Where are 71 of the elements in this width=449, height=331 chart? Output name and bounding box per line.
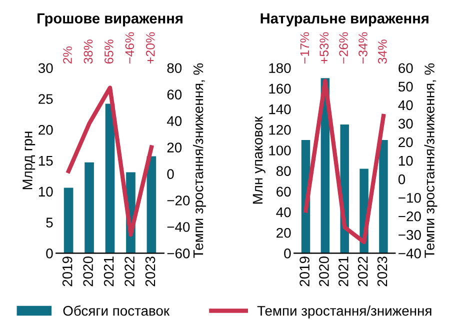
y-tick-label: 60 (276, 186, 291, 197)
y-tick-label: 0 (46, 248, 53, 258)
x-tick-label: 2021 (338, 256, 348, 286)
y2-tick-label: 0 (398, 174, 406, 184)
text: −17% (300, 32, 310, 64)
y-tick-label: 20 (38, 124, 53, 135)
chart-title: Натуральне вираження (260, 13, 428, 26)
text: 38% (84, 40, 93, 64)
y-tick-label: 15 (38, 156, 53, 166)
y2-tick-label: −60 (167, 248, 190, 258)
x-tick-label: 2019 (300, 256, 310, 286)
y-tick-label: 80 (276, 166, 291, 176)
x-tick-label: 2023 (377, 256, 388, 286)
text: +53% (320, 32, 329, 64)
y-tick-label: 25 (38, 94, 53, 104)
y-axis-title: Млн упаковок (252, 116, 266, 204)
y2-tick-label: −20 (398, 211, 421, 222)
y2-tick-label: 60 (167, 90, 182, 100)
y2-tick-label: −40 (167, 222, 190, 232)
y-tick-label: 30 (38, 63, 53, 74)
y-tick-label: 160 (269, 84, 291, 94)
y-tick-label: 20 (276, 228, 291, 238)
y2-tick-label: 40 (166, 116, 182, 126)
line-series (304, 78, 386, 244)
y2-tick-label: 30 (398, 118, 413, 129)
chart-title: Грошове вираження (38, 13, 182, 26)
x-tick-label: 2022 (124, 256, 134, 286)
y2-tick-label: 80 (167, 63, 182, 74)
text: +20% (146, 32, 155, 64)
y2-tick-label: −20 (167, 196, 190, 206)
y-tick-label: 0 (284, 248, 291, 258)
y2-tick-label: 40 (398, 100, 413, 110)
y-tick-label: 120 (269, 124, 291, 135)
text: −34% (358, 32, 368, 64)
text: −26% (339, 32, 348, 64)
bar (105, 104, 115, 254)
y2-tick-label: −30 (398, 230, 421, 240)
bar (64, 188, 74, 254)
y-tick-label: 100 (269, 146, 291, 156)
legend-label: Темпи зростання/зниження (257, 306, 432, 318)
text: 34% (378, 40, 387, 64)
x-tick-label: 2019 (62, 256, 72, 286)
y2-tick-label: 0 (167, 169, 174, 179)
x-tick-label: 2023 (145, 256, 156, 286)
y-tick-label: 180 (269, 63, 291, 74)
y2-tick-label: 60 (398, 63, 413, 74)
x-tick-label: 2021 (104, 256, 114, 286)
y-tick-label: 5 (46, 218, 53, 228)
y-tick-label: 10 (38, 186, 53, 197)
x-tick-label: 2022 (358, 256, 368, 286)
text: −46% (125, 32, 134, 64)
y-tick-label: 40 (276, 207, 291, 218)
x-tick-label: 2020 (319, 256, 329, 286)
y2-tick-label: −10 (398, 192, 421, 203)
text: 2% (63, 46, 72, 64)
bar (84, 162, 94, 254)
y2-tick-label: 20 (398, 137, 413, 148)
bar (146, 156, 156, 254)
legend-label: Обсяги поставок (63, 305, 170, 316)
y2-axis-title: Темпи зростання/зниження, % (424, 63, 438, 258)
line-series (66, 86, 154, 237)
text: 65% (104, 40, 114, 64)
bar (379, 140, 388, 254)
y2-tick-label: 10 (398, 156, 413, 166)
y2-tick-label: −40 (398, 248, 421, 258)
y-tick-label: 140 (269, 104, 291, 114)
x-tick-label: 2020 (83, 256, 94, 286)
y2-tick-label: 50 (398, 82, 413, 92)
y-axis-title: Млрд грн (22, 132, 36, 190)
y2-tick-label: 20 (167, 142, 182, 152)
y2-axis-title: Темпи зростання/зниження, % (193, 63, 206, 258)
